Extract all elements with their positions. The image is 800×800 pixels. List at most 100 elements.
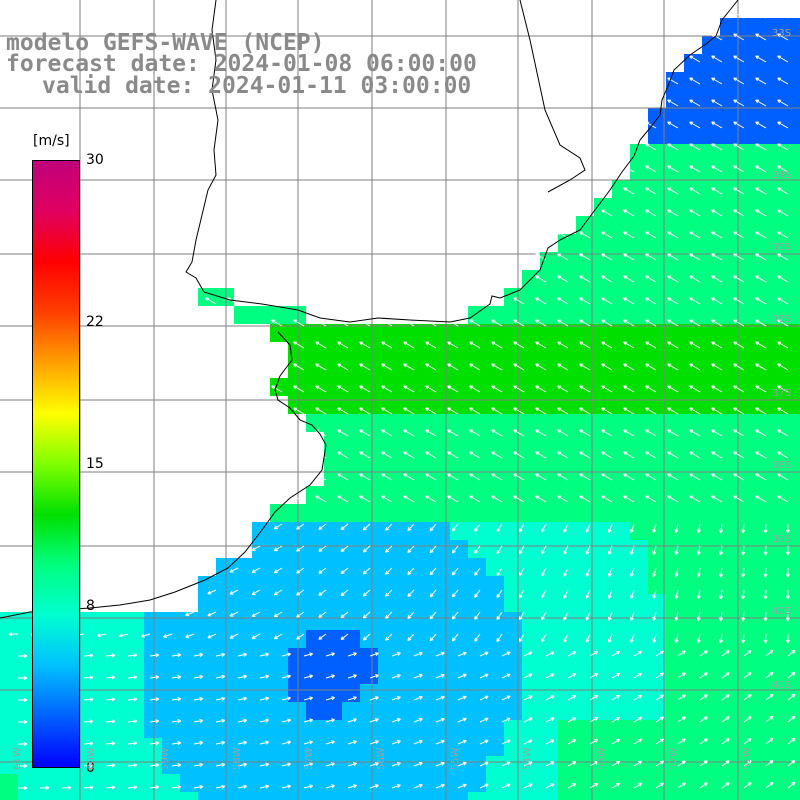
wind-arrow (763, 633, 768, 644)
wind-cell (558, 666, 576, 684)
wind-cell (450, 504, 468, 522)
wind-arrow (293, 495, 305, 503)
wind-arrow (545, 783, 555, 789)
wind-arrows (8, 11, 796, 790)
wind-arrow (171, 785, 182, 790)
wind-cell (720, 432, 738, 450)
wind-cell (720, 792, 738, 800)
wind-arrow (601, 209, 613, 217)
wind-cell (432, 522, 450, 540)
wind-cell (558, 432, 576, 450)
wind-arrow (699, 694, 708, 701)
wind-cell (324, 774, 342, 792)
wind-cell (180, 756, 198, 774)
wind-arrow (743, 694, 752, 701)
wind-cell (720, 756, 738, 774)
wind-cell (648, 576, 666, 594)
wind-cell (18, 648, 36, 666)
wind-arrow (601, 429, 613, 437)
wind-cell (792, 270, 800, 288)
wind-arrow (535, 363, 547, 371)
wind-cell (630, 324, 648, 342)
wind-arrow (369, 652, 379, 657)
wind-cell (594, 684, 612, 702)
wind-cell (540, 702, 558, 720)
wind-cell (630, 558, 648, 576)
wind-arrow (541, 611, 547, 621)
wind-arrow (677, 760, 686, 767)
wind-arrow (777, 55, 789, 63)
wind-cell (558, 648, 576, 666)
wind-arrow (655, 782, 665, 789)
wind-arrow (743, 782, 752, 789)
wind-cell (414, 576, 432, 594)
wind-cell (792, 738, 800, 756)
wind-arrow (391, 674, 401, 679)
wind-cell (612, 774, 630, 792)
wind-arrow (17, 741, 28, 746)
wind-cell (648, 198, 666, 216)
wind-cell (522, 504, 540, 522)
wind-arrow (523, 739, 533, 745)
wind-cell (792, 486, 800, 504)
wind-cell (486, 576, 504, 594)
wind-arrow (677, 694, 686, 701)
wind-cell (216, 738, 234, 756)
wind-cell (594, 630, 612, 648)
wind-cell (234, 792, 252, 800)
wind-arrow (296, 611, 305, 618)
wind-arrow (689, 495, 701, 503)
wind-arrow (567, 695, 577, 701)
wind-arrow (347, 740, 357, 745)
wind-arrow (711, 33, 723, 41)
wind-cell (576, 342, 594, 360)
wind-cell (576, 360, 594, 378)
wind-cell (594, 396, 612, 414)
wind-cell (666, 144, 684, 162)
wind-cell (468, 720, 486, 738)
wind-cell (774, 180, 792, 198)
wind-arrow (407, 523, 415, 531)
wind-arrow (185, 611, 195, 617)
wind-cell (576, 594, 594, 612)
wind-cell (576, 234, 594, 252)
wind-arrow (207, 589, 217, 595)
wind-cell (450, 558, 468, 576)
wind-arrow (623, 209, 635, 217)
wind-cell (450, 612, 468, 630)
wind-cell (756, 756, 774, 774)
wind-cell (486, 720, 504, 738)
wind-arrow (435, 673, 445, 679)
wind-arrow (413, 695, 423, 701)
wind-arrow (340, 633, 349, 641)
wind-cell (270, 756, 288, 774)
wind-cell (720, 36, 738, 54)
wind-cell (288, 522, 306, 540)
wind-cell (234, 666, 252, 684)
wind-cell (558, 396, 576, 414)
wind-arrow (215, 674, 226, 679)
wind-cell (72, 792, 90, 800)
wind-arrow (623, 385, 635, 393)
wind-arrow (765, 671, 774, 679)
wind-arrow (579, 495, 591, 503)
wind-arrow (491, 429, 503, 437)
wind-cell (468, 792, 486, 800)
wind-cell (378, 360, 396, 378)
wind-cell (270, 522, 288, 540)
wind-arrow (491, 473, 503, 481)
wind-cell (666, 486, 684, 504)
wind-arrow (733, 187, 745, 195)
wind-cell (612, 414, 630, 432)
wind-cell (666, 648, 684, 666)
wind-arrow (315, 385, 327, 393)
wind-cell (702, 576, 720, 594)
wind-arrow (513, 407, 525, 415)
wind-cell (792, 72, 800, 90)
wind-cell (432, 396, 450, 414)
wind-cell (288, 720, 306, 738)
wind-cell (360, 450, 378, 468)
wind-arrow (689, 407, 701, 415)
wind-cell (414, 702, 432, 720)
wind-cell (108, 684, 126, 702)
